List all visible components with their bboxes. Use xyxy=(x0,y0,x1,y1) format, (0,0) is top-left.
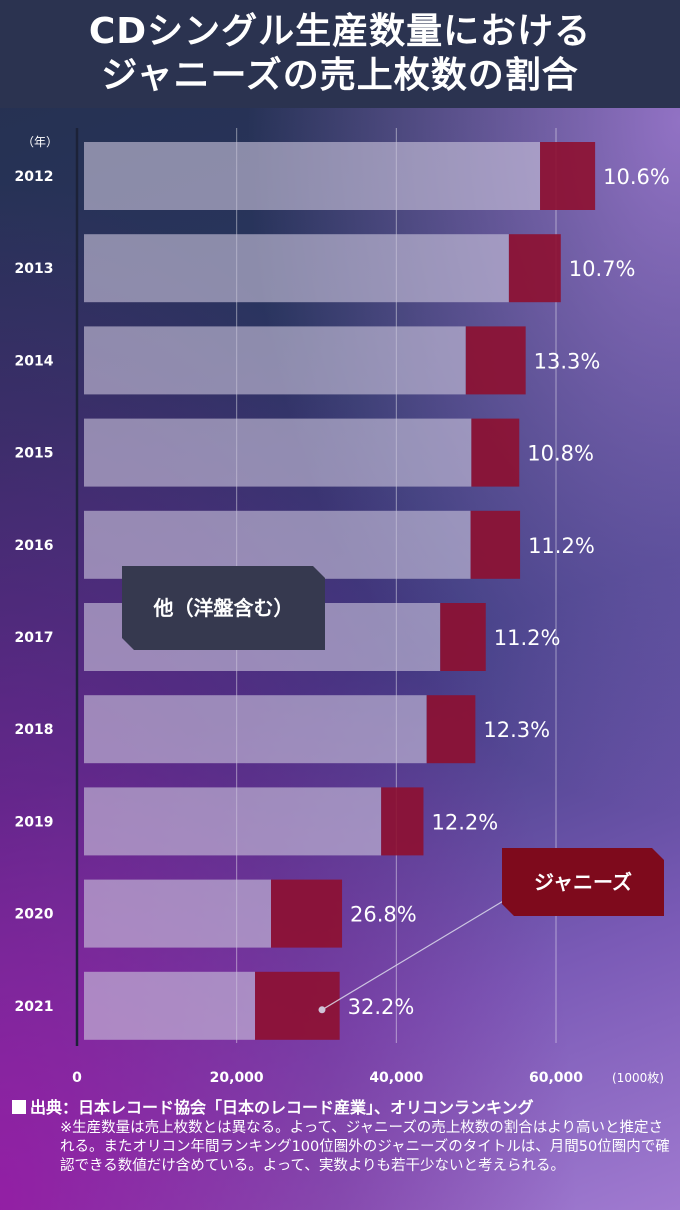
y-tick-label: 2012 xyxy=(15,169,54,185)
y-tick-label: 2019 xyxy=(15,814,54,830)
label-johnnys: ジャニーズ xyxy=(534,870,632,894)
bar-others xyxy=(84,142,541,210)
bar-others xyxy=(84,879,271,948)
x-tick-label: 20,000 xyxy=(210,1070,264,1086)
y-tick-label: 2014 xyxy=(15,353,54,369)
title-bar: CDシングル生産数量における ジャニーズの売上枚数の割合 xyxy=(0,0,680,108)
bar-johnnys xyxy=(255,971,340,1040)
square-bullet-icon xyxy=(12,1100,26,1114)
bar-johnnys xyxy=(440,603,486,671)
y-tick-label: 2015 xyxy=(15,446,54,462)
y-tick-label: 2021 xyxy=(15,999,54,1015)
y-tick-label: 2016 xyxy=(15,538,54,554)
x-axis-unit: (1000枚) xyxy=(612,1070,664,1085)
bar-johnnys xyxy=(508,234,561,303)
bar-johnnys xyxy=(470,510,521,579)
source-label: 出典：日本レコード協会「日本のレコード産業」、オリコンランキング xyxy=(30,1098,534,1117)
data-label: 32.2% xyxy=(348,995,415,1019)
y-tick-label: 2017 xyxy=(15,630,54,646)
label-box-johnnys xyxy=(502,848,664,916)
x-tick-label: 40,000 xyxy=(369,1070,423,1086)
bar-others xyxy=(84,971,256,1040)
bar-johnnys xyxy=(270,879,343,948)
leader-dot xyxy=(318,1006,326,1014)
bar-johnnys xyxy=(426,695,476,764)
data-label: 12.3% xyxy=(483,718,550,742)
bar-others xyxy=(84,234,509,303)
x-tick-label: 0 xyxy=(72,1070,82,1086)
y-tick-label: 2020 xyxy=(15,907,54,923)
data-label: 10.7% xyxy=(569,257,636,281)
y-axis-unit: （年） xyxy=(22,135,58,149)
data-label: 12.2% xyxy=(431,810,498,834)
y-tick-label: 2018 xyxy=(15,722,54,738)
bar-johnnys xyxy=(465,326,526,395)
data-label: 10.6% xyxy=(603,165,670,189)
source-note: 出典：日本レコード協会「日本のレコード産業」、オリコンランキング ※生産数量は売… xyxy=(12,1097,672,1176)
x-tick-label: 60,000 xyxy=(529,1070,583,1086)
data-label: 11.2% xyxy=(494,626,561,650)
source-note-text: ※生産数量は売上枚数とは異なる。よって、ジャニーズの売上枚数の割合はより高いと推… xyxy=(60,1120,670,1174)
bar-johnnys xyxy=(540,142,596,210)
bar-others xyxy=(84,695,427,764)
bar-johnnys xyxy=(381,787,424,856)
data-label: 26.8% xyxy=(350,903,417,927)
bar-others xyxy=(84,326,466,395)
title-line-1: CDシングル生産数量における xyxy=(88,11,592,52)
bar-chart: （年） (1000枚) 0 20,000 40,000 60,000 2012 10.6% 20… xyxy=(15,128,670,1086)
data-label: 11.2% xyxy=(528,534,595,558)
bar-others xyxy=(84,787,382,856)
data-label: 10.8% xyxy=(527,442,594,466)
title-line-2: ジャニーズの売上枚数の割合 xyxy=(101,55,579,96)
leader-line xyxy=(321,896,511,1011)
y-tick-label: 2013 xyxy=(15,261,54,277)
label-box-others xyxy=(122,566,325,650)
data-label: 13.3% xyxy=(534,349,601,373)
bar-others xyxy=(84,418,472,487)
bar-johnnys xyxy=(471,418,520,487)
label-others: 他（洋盤含む） xyxy=(153,596,294,620)
